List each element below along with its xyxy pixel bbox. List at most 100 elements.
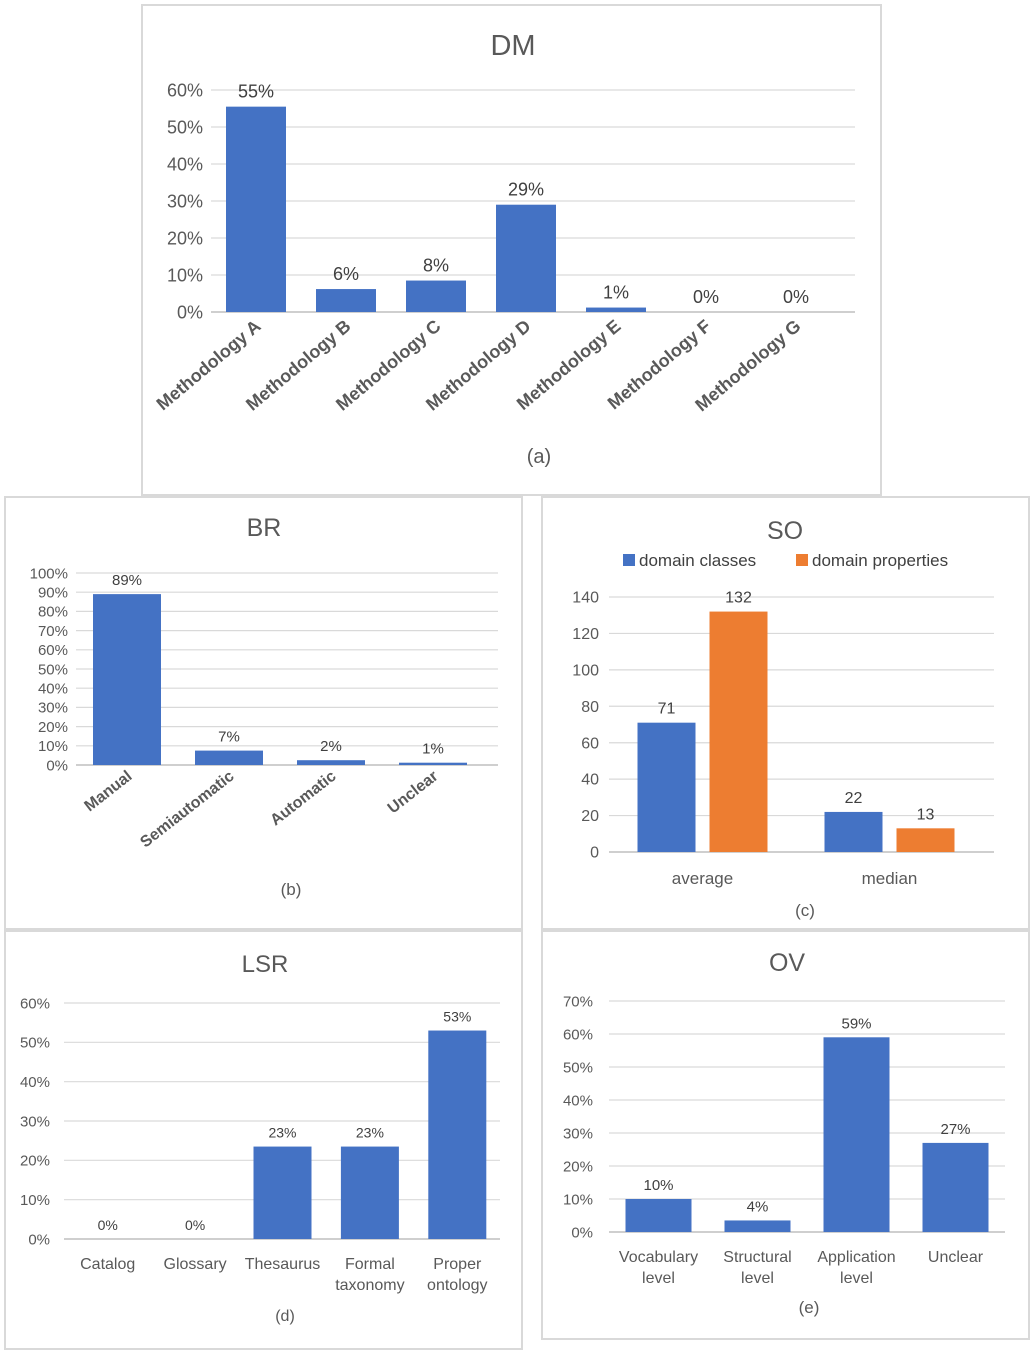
x-tick-label: Glossary [164, 1256, 227, 1273]
data-label: 53% [443, 1009, 471, 1025]
data-label: 59% [841, 1015, 871, 1032]
y-tick-label: 30% [563, 1125, 593, 1142]
y-tick-label: 0 [590, 845, 599, 862]
x-tick-label: Automatic [267, 768, 339, 830]
data-label: 10% [643, 1177, 673, 1194]
y-tick-label: 100% [30, 565, 68, 582]
x-tick-label: Semiautomatic [137, 768, 237, 852]
y-tick-label: 60 [581, 735, 599, 752]
bar [922, 1142, 989, 1232]
bar [823, 1037, 890, 1232]
y-tick-label: 60% [563, 1026, 593, 1043]
bar [195, 750, 263, 765]
bar [637, 722, 696, 852]
chart-panel-lsr: LSR 0% 10% 20% 30% 40% 50% 60% 0% Catalog 0% Glossa… [4, 930, 523, 1350]
chart-caption: (e) [799, 1298, 820, 1317]
x-tick-label: Thesaurus [245, 1256, 321, 1273]
chart-caption: (b) [281, 880, 302, 899]
x-tick-label: Formal [345, 1256, 395, 1273]
data-label: 89% [112, 572, 142, 589]
x-tick-label: Manual [82, 768, 136, 815]
y-tick-label: 60% [38, 642, 68, 659]
x-tick-label: Catalog [80, 1256, 135, 1273]
data-label: 132 [725, 590, 752, 607]
chart-title: OV [769, 949, 805, 977]
chart-title: SO [767, 517, 803, 545]
y-tick-label: 40% [167, 154, 203, 174]
chart-title: BR [247, 514, 282, 542]
chart-panel-ov: OV 0% 10% 20% 30% 40% 50% 60% 70% 10% Vocabulary le… [541, 930, 1030, 1340]
y-tick-label: 100 [572, 662, 599, 679]
y-tick-label: 50% [38, 661, 68, 678]
y-tick-label: 10% [563, 1191, 593, 1208]
y-tick-label: 30% [167, 191, 203, 211]
chart-panel-br: BR 0% 10% 20% 30% 40% 50% 60% 70% 80% 90% 100% 89% Ma… [4, 496, 523, 930]
chart-title: LSR [242, 951, 289, 978]
chart-panel-so: SO 0 20 40 60 80 100 120 140 domain classes domain… [541, 496, 1030, 930]
y-tick-label: 20% [38, 719, 68, 736]
chart-caption: (d) [275, 1308, 295, 1325]
y-tick-label: 40% [38, 680, 68, 697]
chart-svg-ov: OV 0% 10% 20% 30% 40% 50% 60% 70% 10% Vocabulary le… [563, 949, 1005, 1317]
data-label: 0% [185, 1217, 205, 1233]
y-tick-label: 10% [20, 1192, 50, 1209]
data-label: 13 [917, 806, 935, 823]
bar [824, 811, 883, 852]
data-label: 71 [658, 701, 676, 718]
x-tick-label: level [840, 1270, 873, 1287]
legend-label: domain properties [812, 551, 948, 570]
data-label: 0% [783, 287, 809, 307]
data-label: 29% [508, 180, 544, 200]
y-tick-label: 60% [20, 995, 50, 1012]
y-tick-label: 20% [167, 228, 203, 248]
y-tick-label: 80% [38, 604, 68, 621]
chart-caption: (c) [795, 901, 815, 920]
y-tick-label: 40% [563, 1092, 593, 1109]
y-tick-label: 0% [177, 302, 203, 322]
y-tick-label: 20% [20, 1153, 50, 1170]
y-tick-label: 10% [38, 738, 68, 755]
y-tick-label: 120 [572, 626, 599, 643]
data-label: 7% [218, 729, 240, 746]
bar [586, 307, 646, 312]
bar [253, 1146, 312, 1239]
y-tick-label: 0% [571, 1224, 593, 1241]
chart-title: DM [490, 30, 535, 62]
x-tick-label: Unclear [385, 768, 442, 818]
bar [724, 1220, 791, 1232]
bar [406, 280, 466, 312]
x-tick-label: average [672, 869, 733, 888]
data-label: 0% [98, 1217, 118, 1233]
y-tick-label: 20 [581, 808, 599, 825]
x-tick-label: taxonomy [335, 1277, 404, 1294]
data-label: 4% [747, 1198, 769, 1215]
chart-svg-br: BR 0% 10% 20% 30% 40% 50% 60% 70% 80% 90% 100% 89% Ma… [30, 514, 498, 899]
x-tick-label: ontology [427, 1277, 488, 1294]
y-tick-label: 20% [563, 1158, 593, 1175]
y-tick-label: 70% [563, 993, 593, 1010]
bar [896, 828, 955, 852]
bar [496, 204, 556, 312]
data-label: 23% [356, 1125, 384, 1141]
bar [297, 760, 365, 765]
bar [93, 594, 161, 765]
data-label: 0% [693, 287, 719, 307]
bar [399, 762, 467, 765]
bar [625, 1199, 692, 1232]
data-label: 6% [333, 264, 359, 284]
legend-label: domain classes [639, 551, 756, 570]
data-label: 55% [238, 82, 274, 102]
y-tick-label: 80 [581, 699, 599, 716]
x-tick-label: median [862, 869, 918, 888]
y-tick-label: 70% [38, 623, 68, 640]
y-tick-label: 40 [581, 772, 599, 789]
x-tick-label: Structural [723, 1249, 791, 1266]
bar [340, 1146, 399, 1239]
bar [709, 611, 768, 852]
data-label: 23% [268, 1125, 296, 1141]
data-label: 27% [940, 1121, 970, 1138]
y-tick-label: 30% [20, 1113, 50, 1130]
y-tick-label: 140 [572, 590, 599, 607]
chart-panel-dm: DM 0% 10% 20% 30% 40% 50% 60% 55% Methodology A 6%… [141, 4, 882, 496]
chart-svg-dm: DM0%10%20%30%40%50%60% 55%Methodology A6%… [153, 30, 855, 468]
